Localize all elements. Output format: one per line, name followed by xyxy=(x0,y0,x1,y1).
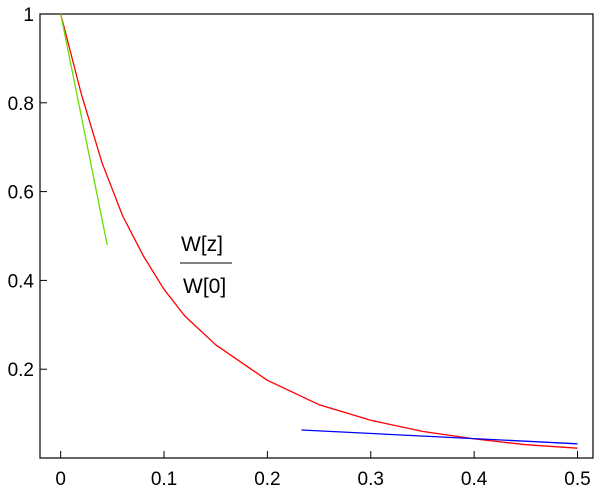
plot-frame xyxy=(39,13,594,459)
series-line-3 xyxy=(301,429,578,445)
y-tick-label: 0.2 xyxy=(8,360,34,381)
x-tick-label: 0 xyxy=(55,469,66,490)
annotation-denominator: W[0] xyxy=(183,275,226,298)
y-tick-label: 0.4 xyxy=(8,271,35,292)
x-tick-label: 0.4 xyxy=(461,469,488,490)
series-line-2 xyxy=(60,13,108,246)
y-tick-label: 1 xyxy=(23,5,34,26)
x-tick-label: 0.2 xyxy=(254,469,280,490)
ratio-annotation: W[z] W[0] xyxy=(180,233,232,298)
y-tick-label: 0.6 xyxy=(8,183,34,204)
x-tick-label: 0.3 xyxy=(358,469,384,490)
x-tick-label: 0.5 xyxy=(564,469,590,490)
y-tick-label: 0.8 xyxy=(8,94,34,115)
annotation-numerator: W[z] xyxy=(181,233,223,256)
x-tick-label: 0.1 xyxy=(151,469,177,490)
axis-ticks: 0 0.1 0.2 0.3 0.4 0.5 0.2 0.4 0.6 0.8 1 xyxy=(8,5,591,490)
series-line-1 xyxy=(60,13,578,449)
data-series xyxy=(60,13,578,449)
